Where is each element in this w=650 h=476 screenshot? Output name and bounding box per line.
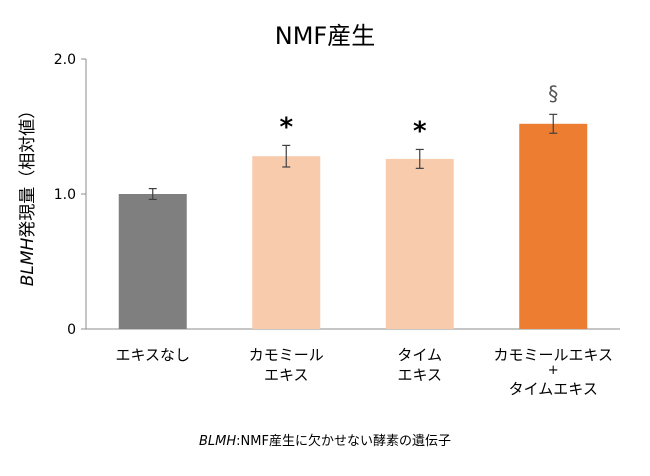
- footnote-gene: BLMH: [199, 434, 237, 449]
- x-tick-label: エキスなし: [115, 346, 190, 364]
- chart-title: NMF産生: [274, 22, 376, 50]
- y-tick-label: 0: [67, 322, 76, 338]
- x-tick-label: エキス: [397, 366, 442, 384]
- x-tick-label: エキス: [264, 366, 309, 384]
- y-axis-label-gene: BLMH: [18, 237, 38, 286]
- bar: [252, 156, 321, 329]
- x-tick-label: タイムエキス: [509, 380, 598, 398]
- significance-marker: *: [279, 112, 293, 142]
- y-axis-label: BLMH発現量（相対値）: [18, 102, 38, 287]
- x-tick-label: カモミール: [249, 346, 324, 364]
- x-tick-label: カモミールエキス: [493, 346, 613, 364]
- x-tick-label: タイム: [397, 346, 442, 364]
- y-tick-label: 2.0: [54, 52, 76, 68]
- bar: [385, 158, 454, 329]
- footnote-text: :NMF産生に欠かせない酵素の遺伝子: [236, 434, 451, 449]
- bar: [118, 194, 187, 329]
- y-tick-label: 1.0: [54, 187, 76, 203]
- footnote: BLMH:NMF産生に欠かせない酵素の遺伝子: [0, 430, 650, 449]
- y-axis-label-text: 発現量（相対値）: [18, 102, 38, 238]
- significance-marker: §: [548, 81, 558, 105]
- x-tick-label: +: [548, 363, 559, 378]
- bar: [519, 123, 588, 329]
- significance-marker: *: [413, 116, 427, 146]
